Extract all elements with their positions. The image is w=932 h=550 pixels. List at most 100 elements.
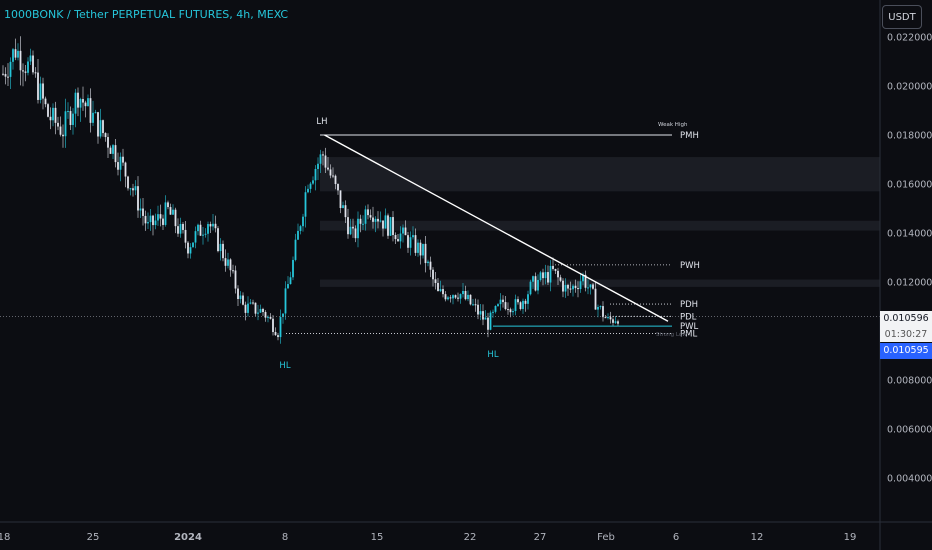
candle-body (459, 294, 462, 299)
candle-body (112, 145, 114, 154)
candle-body (272, 318, 274, 333)
candle-body (454, 295, 457, 298)
candle-body (602, 306, 604, 318)
candle-body (402, 227, 404, 234)
candle-body (119, 156, 122, 170)
y-tick-label: 0.018000 (887, 131, 932, 142)
candle-body (404, 227, 407, 236)
candle-body (372, 217, 374, 222)
candle-body (532, 276, 534, 282)
x-tick-label: 6 (673, 532, 679, 543)
candle-body (159, 214, 162, 219)
candle-body (609, 317, 612, 320)
candle-body (349, 226, 352, 235)
candle-body (504, 302, 507, 310)
currency-button[interactable]: USDT (882, 5, 922, 29)
supply-zone (320, 157, 880, 192)
trend-line (324, 134, 669, 322)
candle-body (517, 299, 519, 303)
candle-body (452, 295, 454, 299)
candle-body (252, 302, 254, 304)
candle-body (52, 107, 54, 121)
candle-body (449, 297, 452, 299)
candle-body (412, 235, 414, 238)
candle-body (437, 282, 439, 292)
candle-body (232, 270, 234, 272)
candle-body (569, 288, 572, 290)
candle-body (12, 49, 14, 62)
candle-body (237, 288, 239, 300)
candle-body (79, 99, 82, 108)
candle-body (594, 288, 597, 310)
candle-body (407, 235, 409, 248)
candle-body (464, 290, 467, 300)
candle-body (357, 218, 359, 239)
candle-body (4, 74, 7, 77)
candle-body (584, 274, 587, 288)
candle-body (167, 202, 169, 208)
candle-body (382, 220, 384, 229)
candle-body (312, 180, 314, 184)
y-tick-label: 0.022000 (887, 33, 932, 44)
candle-body (164, 202, 167, 225)
candle-body (344, 205, 347, 218)
candle-body (434, 279, 437, 283)
candle-body (582, 274, 584, 282)
candle-body (244, 304, 247, 313)
candle-body (492, 311, 494, 313)
candle-body (84, 102, 87, 107)
last-price-label: 0.010596 (880, 311, 932, 327)
candle-body (149, 215, 152, 223)
y-tick-label: 0.020000 (887, 82, 932, 93)
candle-body (17, 50, 19, 58)
candle-body (377, 218, 379, 222)
candle-body (24, 71, 27, 73)
candle-body (502, 299, 504, 303)
candle-body (617, 321, 619, 324)
candle-body (219, 243, 222, 252)
candle-body (209, 224, 212, 227)
candle-body (2, 73, 4, 75)
candle-body (457, 297, 459, 299)
candle-body (204, 233, 207, 235)
candle-body (474, 304, 477, 306)
candle-body (69, 111, 72, 125)
candle-body (552, 265, 554, 269)
candle-body (22, 70, 24, 72)
candle-body (184, 229, 187, 243)
candle-body (264, 311, 267, 318)
candle-body (122, 156, 124, 163)
candle-body (587, 287, 589, 289)
symbol-title: 1000BONK / Tether PERPETUAL FUTURES, 4h,… (4, 8, 289, 21)
candle-body (142, 208, 144, 216)
candle-body (547, 272, 549, 283)
candle-body (194, 231, 197, 243)
candle-body (557, 270, 559, 278)
candle-body (259, 308, 262, 313)
candle-body (417, 242, 419, 253)
candle-body (499, 299, 502, 305)
supply-zone (320, 279, 880, 287)
candle-body (354, 228, 357, 239)
candle-body (337, 184, 339, 191)
candle-body (394, 235, 397, 240)
candle-body (217, 228, 219, 252)
candle-body (229, 259, 232, 271)
candle-body (597, 306, 599, 310)
candle-body (234, 270, 237, 289)
level-note-pml: Strong Low (656, 332, 687, 338)
y-tick-label: 0.008000 (887, 376, 932, 387)
candle-body (277, 335, 279, 338)
candle-body (509, 309, 512, 313)
y-tick-label: 0.012000 (887, 278, 932, 289)
candle-body (294, 239, 297, 260)
candle-body (567, 284, 569, 289)
candle-body (477, 304, 479, 315)
candle-body (299, 226, 302, 231)
candle-body (439, 289, 442, 292)
candle-body (432, 269, 434, 280)
candle-body (64, 111, 67, 137)
candle-body (384, 215, 387, 229)
